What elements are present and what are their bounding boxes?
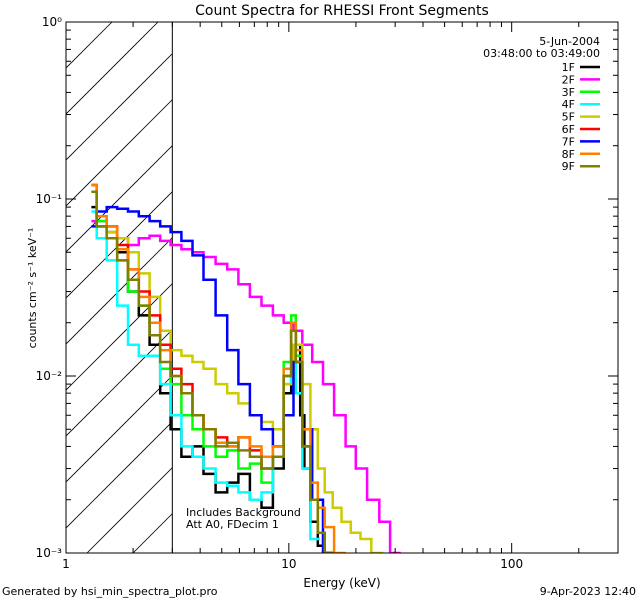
series-line-2F xyxy=(91,219,401,553)
legend-label-6F: 6F xyxy=(562,123,575,136)
date-label: 5-Jun-2004 xyxy=(539,35,600,48)
y-tick-label: 10⁻² xyxy=(36,369,63,383)
y-axis-label: counts cm⁻² s⁻¹ keV⁻¹ xyxy=(26,228,39,349)
time-range-label: 03:48:00 to 03:49:00 xyxy=(483,47,600,60)
legend-label-4F: 4F xyxy=(562,98,575,111)
footer-timestamp: 9-Apr-2023 12:40 xyxy=(539,585,636,598)
series-line-5F xyxy=(91,183,384,553)
y-tick-label: 10⁻¹ xyxy=(36,192,63,206)
legend-label-2F: 2F xyxy=(562,73,575,86)
y-tick-label: 10⁰ xyxy=(42,15,62,29)
legend-label-9F: 9F xyxy=(562,160,575,173)
series-line-7F xyxy=(91,205,334,553)
legend-label-3F: 3F xyxy=(562,86,575,99)
annotation-attenuator: Att A0, FDecim 1 xyxy=(186,518,279,531)
x-axis-label: Energy (keV) xyxy=(303,576,380,590)
x-tick-label: 10 xyxy=(281,557,296,571)
y-tick-label: 10⁻³ xyxy=(36,546,63,560)
legend-label-5F: 5F xyxy=(562,111,575,124)
x-tick-label: 1 xyxy=(62,557,70,571)
legend-label-1F: 1F xyxy=(562,61,575,74)
plot-frame xyxy=(65,21,619,554)
chart-title: Count Spectra for RHESSI Front Segments xyxy=(195,3,489,19)
series-line-9F xyxy=(91,190,334,553)
hatched-region xyxy=(66,22,618,553)
annotation-background: Includes Background xyxy=(186,506,301,519)
footer-generated-by: Generated by hsi_min_spectra_plot.pro xyxy=(2,585,218,598)
x-tick-label: 100 xyxy=(500,557,523,571)
legend-label-8F: 8F xyxy=(562,148,575,161)
hatch-mask xyxy=(172,22,618,553)
legend-label-7F: 7F xyxy=(562,135,575,148)
